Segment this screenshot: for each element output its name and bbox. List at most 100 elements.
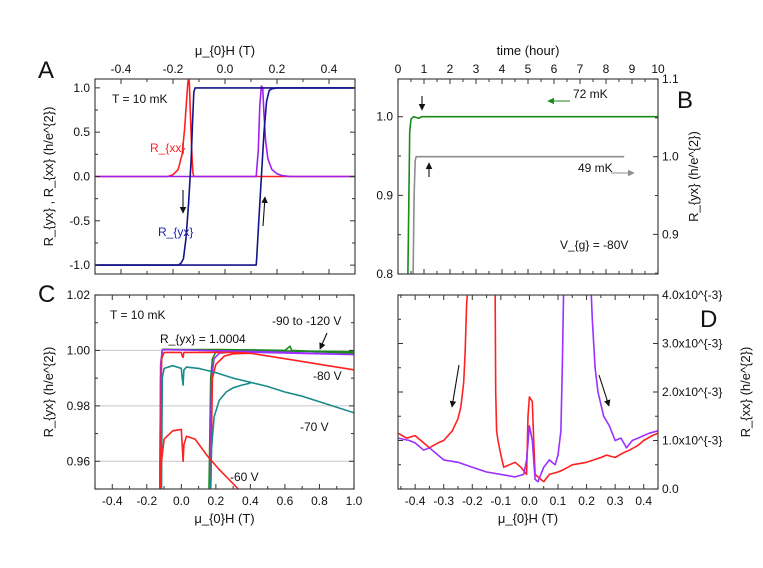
y2-tick-label: 1.0x10^{-3} bbox=[662, 434, 722, 448]
x-tick-label: 7 bbox=[577, 62, 584, 76]
x-tick-label: 0.4 bbox=[242, 494, 259, 508]
y-tick-label: 0.0 bbox=[73, 170, 90, 184]
x-tick-label: 10 bbox=[651, 62, 665, 76]
series-line-A-3 bbox=[95, 87, 355, 266]
x-tick-label: 0.0 bbox=[217, 62, 234, 76]
annotation: -70 V bbox=[300, 420, 329, 434]
y-axis-label: R_{yx} (h/e^{2}) bbox=[41, 347, 56, 438]
annotation: V_{g} = -80V bbox=[560, 238, 628, 252]
y-tick-label: 0.5 bbox=[73, 125, 90, 139]
x-tick-label: 0.0 bbox=[521, 494, 538, 508]
x-tick-label: -0.1 bbox=[491, 494, 512, 508]
annotation: R_{xx} bbox=[150, 141, 185, 155]
x-tick-label: 2 bbox=[447, 62, 454, 76]
panel-C bbox=[94, 294, 355, 490]
x-tick-label: -0.4 bbox=[111, 62, 132, 76]
plot-area bbox=[95, 79, 355, 266]
series-line-D-1 bbox=[398, 295, 658, 483]
y2-tick-label: 1.1 bbox=[662, 72, 679, 86]
x-tick-label: 0.2 bbox=[578, 494, 595, 508]
sweep-left-arrow-icon bbox=[449, 364, 460, 408]
series-line-A-2 bbox=[95, 87, 355, 266]
y-axis-label: R_{yx} , R_{xx} (h/e^{2}) bbox=[41, 107, 56, 247]
x-tick-label: -0.3 bbox=[433, 494, 454, 508]
y2-axis-label: R_{xx} (h/e^{2}) bbox=[738, 347, 753, 438]
x-tick-label: 0.4 bbox=[321, 62, 338, 76]
x-tick-label: 1 bbox=[421, 62, 428, 76]
plot-area bbox=[159, 345, 354, 489]
plot-area bbox=[407, 115, 658, 274]
panel-label-A: A bbox=[38, 57, 54, 84]
series-line-B-1 bbox=[412, 155, 625, 274]
x-axis-label: μ_{0}H (T) bbox=[498, 511, 558, 526]
x-tick-label: -0.2 bbox=[462, 494, 483, 508]
y2-tick-label: 1.0 bbox=[662, 150, 679, 164]
x-axis-label: μ_{0}H (T) bbox=[195, 43, 255, 58]
panel-A bbox=[94, 78, 356, 275]
series-line-C-1 bbox=[159, 348, 354, 489]
x-tick-label: 0 bbox=[395, 62, 402, 76]
x-tick-label: 0.4 bbox=[635, 494, 652, 508]
series-line-A-0 bbox=[95, 79, 355, 178]
x-tick-label: 0.2 bbox=[269, 62, 286, 76]
y-tick-label: 1.02 bbox=[67, 288, 91, 302]
panel-label-B: B bbox=[677, 87, 693, 114]
y-tick-label: 1.00 bbox=[67, 343, 91, 357]
sweep-right-arrow-icon bbox=[598, 374, 611, 407]
x-tick-label: 4 bbox=[499, 62, 506, 76]
x-tick-label: 0.8 bbox=[311, 494, 328, 508]
annotation: 72 mK bbox=[573, 87, 608, 101]
x-tick-label: 0.3 bbox=[607, 494, 624, 508]
series-line-C-4 bbox=[159, 428, 239, 489]
annotation: 49 mK bbox=[578, 161, 613, 175]
x-tick-label: -0.2 bbox=[163, 62, 184, 76]
panel-label-C: C bbox=[38, 281, 55, 308]
panel-B bbox=[397, 78, 659, 275]
y-tick-label: 0.9 bbox=[376, 188, 393, 202]
annotation: -60 V bbox=[230, 470, 259, 484]
x-tick-label: 0.1 bbox=[550, 494, 567, 508]
x-tick-label: 6 bbox=[551, 62, 558, 76]
annotation: T = 10 mK bbox=[110, 308, 165, 322]
annotation: -80 V bbox=[313, 369, 342, 383]
series-line-C-3 bbox=[160, 364, 354, 489]
y-tick-label: 1.0 bbox=[376, 110, 393, 124]
label-pointer-arrow-icon bbox=[319, 332, 328, 350]
y2-tick-label: 2.0x10^{-3} bbox=[662, 385, 722, 399]
y2-tick-label: 3.0x10^{-3} bbox=[662, 337, 722, 351]
plot-area bbox=[398, 295, 658, 483]
series-line-B-0 bbox=[407, 115, 658, 274]
x-tick-label: -0.2 bbox=[136, 494, 157, 508]
x-tick-label: 5 bbox=[525, 62, 532, 76]
series-line-C-2 bbox=[159, 351, 354, 489]
annotation: -90 to -120 V bbox=[272, 314, 341, 328]
sweep-up-arrow-icon bbox=[261, 196, 268, 227]
y2-axis-label: R_{yx} (h/e^{2}) bbox=[686, 131, 701, 222]
series-line-D-0 bbox=[398, 295, 658, 483]
x-tick-label: 1.0 bbox=[346, 494, 363, 508]
annotation: R_{yx} = 1.0004 bbox=[160, 332, 246, 346]
annotation: T = 10 mK bbox=[112, 92, 167, 106]
y-tick-label: -1.0 bbox=[69, 258, 90, 272]
y-tick-label: 1.0 bbox=[73, 81, 90, 95]
panel-label-D: D bbox=[700, 306, 717, 333]
x-tick-label: 0.2 bbox=[208, 494, 225, 508]
x-tick-label: 0.6 bbox=[277, 494, 294, 508]
y2-tick-label: 0.9 bbox=[662, 227, 679, 241]
annotation: R_{yx} bbox=[158, 225, 193, 239]
y2-tick-label: 0.0 bbox=[662, 482, 679, 496]
x-tick-label: -0.4 bbox=[405, 494, 426, 508]
y2-tick-label: 4.0x10^{-3} bbox=[662, 288, 722, 302]
x-axis-label: time (hour) bbox=[497, 43, 560, 58]
x-axis-label: μ_{0}H (T) bbox=[194, 511, 254, 526]
y-tick-label: 0.8 bbox=[376, 267, 393, 281]
x-tick-label: 9 bbox=[629, 62, 636, 76]
x-tick-label: -0.4 bbox=[102, 494, 123, 508]
x-tick-label: 8 bbox=[603, 62, 610, 76]
y-tick-label: -0.5 bbox=[69, 214, 90, 228]
y-tick-label: 0.98 bbox=[67, 399, 91, 413]
x-tick-label: 0.0 bbox=[173, 494, 190, 508]
x-tick-label: 3 bbox=[473, 62, 480, 76]
panel-D bbox=[397, 294, 659, 490]
